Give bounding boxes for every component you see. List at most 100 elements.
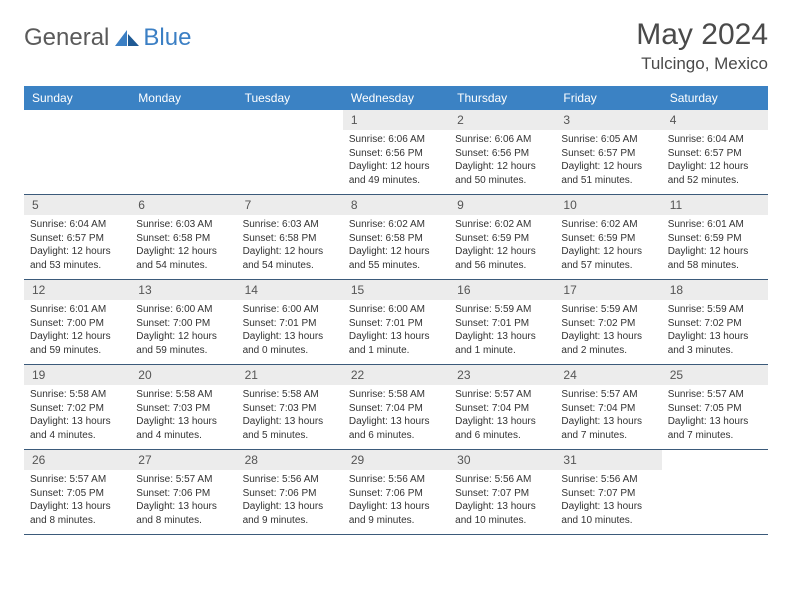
detail-line: Daylight: 13 hours	[668, 415, 762, 429]
day-header: Sunday	[24, 86, 130, 110]
detail-line: Sunrise: 5:59 AM	[668, 303, 762, 317]
detail-line: Sunset: 7:00 PM	[30, 317, 124, 331]
detail-line: and 57 minutes.	[561, 259, 655, 273]
detail-line: Sunset: 7:02 PM	[668, 317, 762, 331]
detail-line: Sunrise: 5:58 AM	[30, 388, 124, 402]
detail-line: Sunrise: 5:56 AM	[349, 473, 443, 487]
detail-line: Sunrise: 5:58 AM	[349, 388, 443, 402]
detail-line: Sunset: 6:58 PM	[349, 232, 443, 246]
day-details: Sunrise: 5:58 AMSunset: 7:03 PMDaylight:…	[237, 385, 343, 446]
detail-line: Daylight: 13 hours	[349, 500, 443, 514]
week-row: 26Sunrise: 5:57 AMSunset: 7:05 PMDayligh…	[24, 450, 768, 535]
detail-line: Sunset: 7:02 PM	[561, 317, 655, 331]
detail-line: Sunrise: 5:56 AM	[243, 473, 337, 487]
detail-line: Daylight: 12 hours	[455, 245, 549, 259]
detail-line: Sunrise: 5:57 AM	[561, 388, 655, 402]
detail-line: Sunset: 6:58 PM	[136, 232, 230, 246]
day-cell: 15 Sunrise: 6:00 AMSunset: 7:01 PMDayligh…	[343, 280, 449, 364]
day-cell	[130, 110, 236, 194]
detail-line: Sunset: 6:59 PM	[668, 232, 762, 246]
detail-line: Sunset: 7:01 PM	[243, 317, 337, 331]
day-details: Sunrise: 6:02 AMSunset: 6:58 PMDaylight:…	[343, 215, 449, 276]
day-number: 14	[237, 280, 343, 300]
day-number: 3	[555, 110, 661, 130]
day-cell: 16Sunrise: 5:59 AMSunset: 7:01 PMDayligh…	[449, 280, 555, 364]
detail-line: and 9 minutes.	[243, 514, 337, 528]
day-number: 2	[449, 110, 555, 130]
detail-line: Daylight: 12 hours	[136, 245, 230, 259]
detail-line: and 1 minute.	[455, 344, 549, 358]
day-cell: 26Sunrise: 5:57 AMSunset: 7:05 PMDayligh…	[24, 450, 130, 534]
detail-line: and 1 minute.	[349, 344, 443, 358]
detail-line: and 49 minutes.	[349, 174, 443, 188]
detail-line: Daylight: 12 hours	[30, 330, 124, 344]
day-details: Sunrise: 6:06 AMSunset: 6:56 PMDaylight:…	[449, 130, 555, 191]
brand-part1: General	[24, 24, 109, 52]
detail-line: Daylight: 12 hours	[455, 160, 549, 174]
day-cell: 30Sunrise: 5:56 AMSunset: 7:07 PMDayligh…	[449, 450, 555, 534]
detail-line: Sunrise: 6:06 AM	[349, 133, 443, 147]
detail-line: and 0 minutes.	[243, 344, 337, 358]
detail-line: and 52 minutes.	[668, 174, 762, 188]
header: General Blue May 2024 Tulcingo, Mexico	[24, 18, 768, 74]
detail-line: Sunset: 7:03 PM	[243, 402, 337, 416]
detail-line: and 3 minutes.	[668, 344, 762, 358]
day-details: Sunrise: 5:56 AMSunset: 7:06 PMDaylight:…	[343, 470, 449, 531]
detail-line: Daylight: 13 hours	[243, 415, 337, 429]
day-cell: 11Sunrise: 6:01 AMSunset: 6:59 PMDayligh…	[662, 195, 768, 279]
detail-line: Sunrise: 6:04 AM	[668, 133, 762, 147]
day-number: 7	[237, 195, 343, 215]
day-number: 6	[130, 195, 236, 215]
day-number: 8	[343, 195, 449, 215]
day-details: Sunrise: 5:57 AMSunset: 7:06 PMDaylight:…	[130, 470, 236, 531]
day-details: Sunrise: 6:03 AMSunset: 6:58 PMDaylight:…	[237, 215, 343, 276]
day-details: Sunrise: 6:01 AMSunset: 6:59 PMDaylight:…	[662, 215, 768, 276]
location: Tulcingo, Mexico	[636, 54, 768, 74]
detail-line: Sunrise: 6:05 AM	[561, 133, 655, 147]
detail-line: and 51 minutes.	[561, 174, 655, 188]
detail-line: and 56 minutes.	[455, 259, 549, 273]
day-number: 18	[662, 280, 768, 300]
detail-line: Sunrise: 6:02 AM	[349, 218, 443, 232]
detail-line: Daylight: 13 hours	[349, 415, 443, 429]
day-cell: 28Sunrise: 5:56 AMSunset: 7:06 PMDayligh…	[237, 450, 343, 534]
day-number: 24	[555, 365, 661, 385]
detail-line: Daylight: 12 hours	[668, 245, 762, 259]
day-cell: 1Sunrise: 6:06 AMSunset: 6:56 PMDaylight…	[343, 110, 449, 194]
day-cell: 24Sunrise: 5:57 AMSunset: 7:04 PMDayligh…	[555, 365, 661, 449]
day-cell: 17Sunrise: 5:59 AMSunset: 7:02 PMDayligh…	[555, 280, 661, 364]
day-headers-row: Sunday Monday Tuesday Wednesday Thursday…	[24, 86, 768, 110]
day-cell: 3Sunrise: 6:05 AMSunset: 6:57 PMDaylight…	[555, 110, 661, 194]
day-number: 21	[237, 365, 343, 385]
detail-line: Daylight: 13 hours	[30, 415, 124, 429]
day-details: Sunrise: 5:58 AMSunset: 7:02 PMDaylight:…	[24, 385, 130, 446]
detail-line: Sunrise: 6:02 AM	[561, 218, 655, 232]
detail-line: Daylight: 13 hours	[561, 500, 655, 514]
day-details: Sunrise: 6:02 AMSunset: 6:59 PMDaylight:…	[555, 215, 661, 276]
detail-line: and 6 minutes.	[349, 429, 443, 443]
detail-line: and 7 minutes.	[668, 429, 762, 443]
day-number: 15	[343, 280, 449, 300]
detail-line: Sunrise: 6:00 AM	[349, 303, 443, 317]
day-number: 25	[662, 365, 768, 385]
detail-line: Sunset: 7:01 PM	[349, 317, 443, 331]
detail-line: Sunrise: 5:56 AM	[561, 473, 655, 487]
detail-line: Daylight: 13 hours	[349, 330, 443, 344]
day-number: 27	[130, 450, 236, 470]
detail-line: and 55 minutes.	[349, 259, 443, 273]
week-row: 12Sunrise: 6:01 AMSunset: 7:00 PMDayligh…	[24, 280, 768, 365]
day-header: Tuesday	[237, 86, 343, 110]
detail-line: Sunrise: 5:57 AM	[668, 388, 762, 402]
calendar: Sunday Monday Tuesday Wednesday Thursday…	[24, 86, 768, 535]
day-details: Sunrise: 5:56 AMSunset: 7:07 PMDaylight:…	[449, 470, 555, 531]
detail-line: Sunrise: 6:00 AM	[243, 303, 337, 317]
day-details: Sunrise: 5:58 AMSunset: 7:03 PMDaylight:…	[130, 385, 236, 446]
day-cell: 21Sunrise: 5:58 AMSunset: 7:03 PMDayligh…	[237, 365, 343, 449]
day-number: 28	[237, 450, 343, 470]
day-number: 19	[24, 365, 130, 385]
detail-line: Daylight: 13 hours	[455, 330, 549, 344]
detail-line: Sunset: 7:05 PM	[668, 402, 762, 416]
title-block: May 2024 Tulcingo, Mexico	[636, 18, 768, 74]
detail-line: Sunset: 7:04 PM	[455, 402, 549, 416]
detail-line: Daylight: 13 hours	[455, 415, 549, 429]
